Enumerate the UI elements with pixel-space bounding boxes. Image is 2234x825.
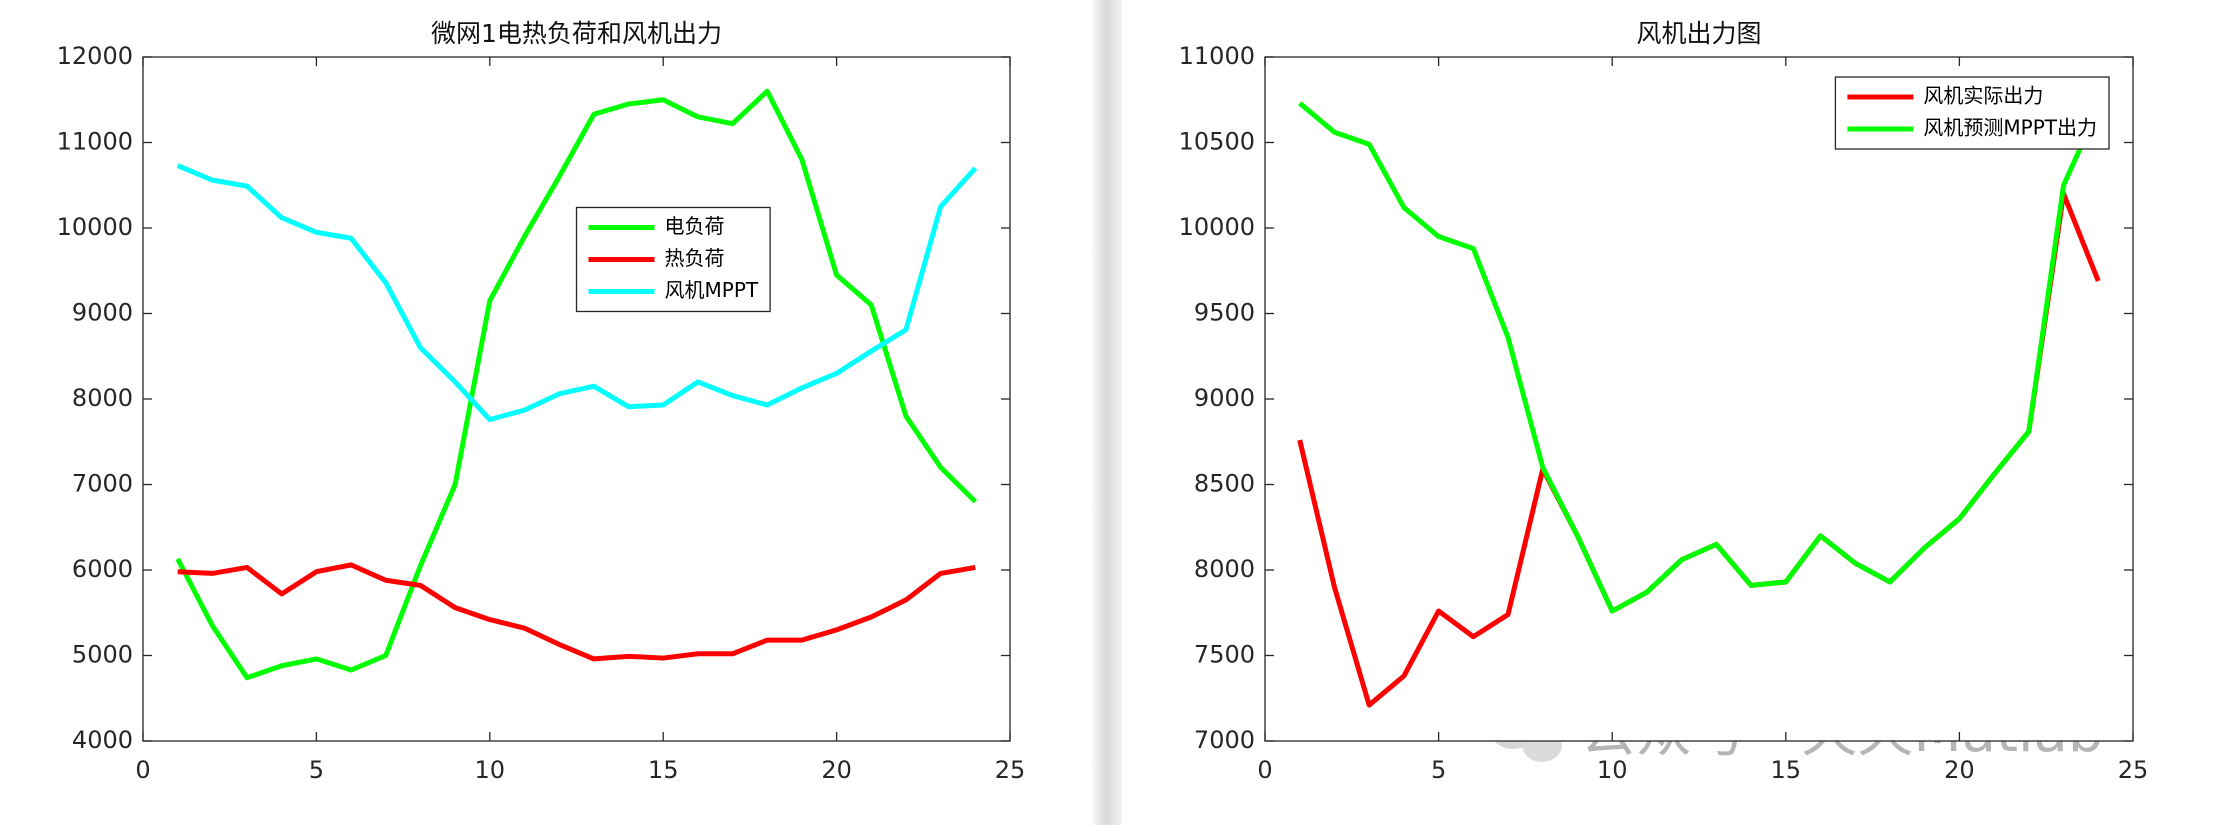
x-tick-label: 20 bbox=[821, 756, 852, 784]
y-tick-label: 10000 bbox=[57, 213, 133, 241]
legend-box bbox=[1834, 76, 2110, 150]
x-tick-label: 15 bbox=[1771, 756, 1802, 784]
legend-label: 风机预测MPPT出力 bbox=[1923, 116, 2097, 140]
series-line bbox=[1298, 101, 2101, 614]
axes-box bbox=[142, 56, 1011, 742]
y-tick-label: 7000 bbox=[1194, 726, 1255, 754]
x-tick-label: 5 bbox=[309, 756, 324, 784]
y-tick-label: 10500 bbox=[1179, 128, 1255, 156]
x-tick-label: 25 bbox=[2118, 756, 2149, 784]
y-tick-label: 12000 bbox=[57, 42, 133, 70]
legend-label: 热负荷 bbox=[665, 246, 725, 270]
series-line bbox=[175, 88, 978, 681]
y-tick-label: 8000 bbox=[1194, 555, 1255, 583]
y-tick-label: 7500 bbox=[1194, 641, 1255, 669]
y-tick-label: 9500 bbox=[1194, 299, 1255, 327]
y-tick-label: 8000 bbox=[72, 384, 133, 412]
y-tick-label: 11000 bbox=[57, 128, 133, 156]
series-line bbox=[177, 562, 976, 662]
x-tick-label: 20 bbox=[1944, 756, 1975, 784]
x-tick-label: 15 bbox=[648, 756, 679, 784]
x-tick-label: 10 bbox=[475, 756, 506, 784]
x-tick-label: 5 bbox=[1431, 756, 1446, 784]
legend-label: 风机实际出力 bbox=[1923, 84, 2043, 108]
y-tick-label: 8500 bbox=[1194, 470, 1255, 498]
chart-title: 微网1电热负荷和风机出力 bbox=[431, 19, 722, 48]
legend-label: 风机MPPT bbox=[665, 278, 759, 302]
y-tick-label: 9000 bbox=[1194, 384, 1255, 412]
series-line bbox=[176, 163, 978, 423]
y-tick-label: 11000 bbox=[1179, 42, 1255, 70]
x-tick-label: 0 bbox=[135, 756, 150, 784]
axes-box bbox=[1264, 56, 2134, 742]
y-tick-label: 10000 bbox=[1179, 213, 1255, 241]
chart-title: 风机出力图 bbox=[1636, 19, 1761, 48]
y-tick-label: 4000 bbox=[72, 726, 133, 754]
x-tick-label: 25 bbox=[995, 756, 1026, 784]
chart: 微网1电热负荷和风机出力 4000 5000 6000 7000 8000 9000 1000… bbox=[57, 19, 1026, 784]
y-tick-label: 9000 bbox=[72, 299, 133, 327]
x-tick-label: 10 bbox=[1597, 756, 1628, 784]
page-divider bbox=[1090, 0, 1122, 825]
legend-label: 电负荷 bbox=[665, 214, 725, 238]
y-tick-label: 7000 bbox=[72, 470, 133, 498]
plot-area bbox=[143, 57, 1010, 741]
plot-area bbox=[1265, 57, 2133, 741]
x-tick-label: 0 bbox=[1257, 756, 1272, 784]
chart: 风机出力图 7000 7500 8000 8500 9000 9500 10000 10500 1… bbox=[1179, 19, 2149, 784]
y-tick-label: 5000 bbox=[72, 641, 133, 669]
y-tick-label: 6000 bbox=[72, 555, 133, 583]
